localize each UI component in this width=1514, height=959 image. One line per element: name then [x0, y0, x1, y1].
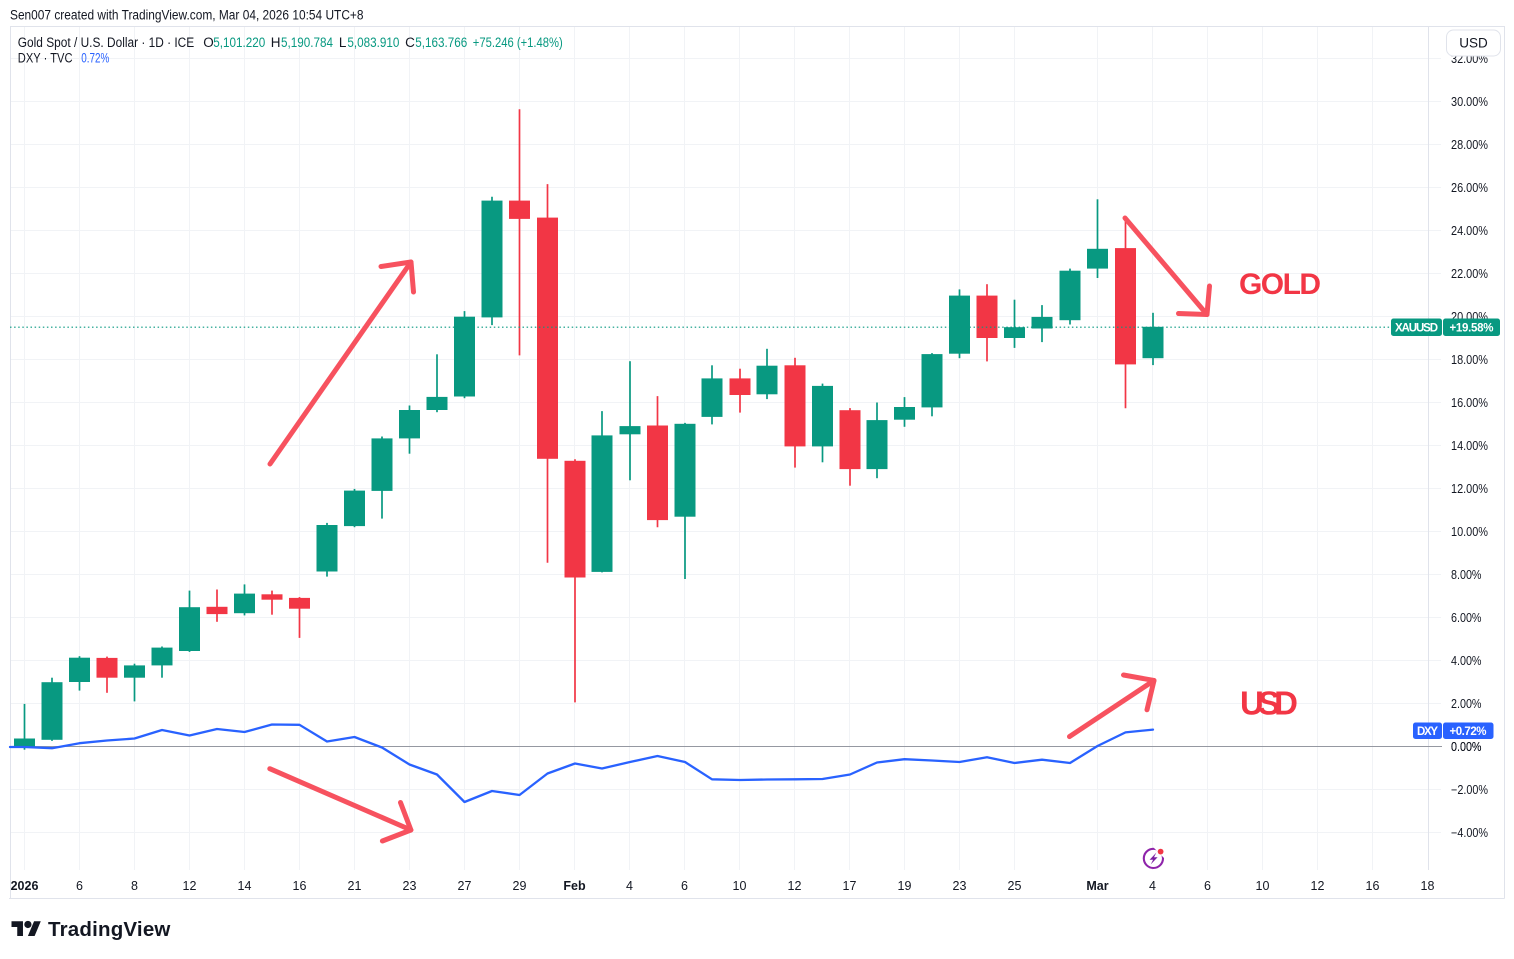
svg-text:16.00%: 16.00% [1451, 396, 1488, 410]
svg-text:2026: 2026 [11, 879, 39, 893]
svg-text:25: 25 [1008, 879, 1022, 893]
svg-text:8: 8 [131, 879, 138, 893]
svg-text:12: 12 [183, 879, 197, 893]
svg-text:10: 10 [733, 879, 747, 893]
svg-text:6.00%: 6.00% [1451, 611, 1482, 625]
svg-text:30.00%: 30.00% [1451, 95, 1488, 109]
svg-text:6: 6 [681, 879, 688, 893]
svg-text:14: 14 [238, 879, 252, 893]
svg-text:USD: USD [1240, 685, 1298, 722]
svg-text:5,083.910: 5,083.910 [347, 35, 399, 50]
svg-text:29: 29 [513, 879, 527, 893]
svg-text:8.00%: 8.00% [1451, 568, 1482, 582]
svg-text:5,101.220: 5,101.220 [213, 35, 265, 50]
svg-text:12: 12 [1311, 879, 1325, 893]
svg-text:GOLD: GOLD [1239, 268, 1321, 301]
svg-text:4: 4 [1149, 879, 1156, 893]
svg-text:Mar: Mar [1086, 879, 1108, 893]
svg-text:18: 18 [1421, 879, 1435, 893]
svg-text:DXY · TVC: DXY · TVC [18, 51, 73, 66]
svg-text:0.00%: 0.00% [1451, 740, 1482, 754]
svg-text:+0.72%: +0.72% [1450, 726, 1487, 738]
svg-text:0.00%: 0.00% [1451, 740, 1482, 754]
svg-text:O: O [203, 35, 214, 50]
svg-text:0.72%: 0.72% [81, 51, 109, 66]
svg-text:12.00%: 12.00% [1451, 482, 1488, 496]
svg-text:4: 4 [626, 879, 633, 893]
svg-text:26.00%: 26.00% [1451, 181, 1488, 195]
svg-text:18.00%: 18.00% [1451, 353, 1488, 367]
svg-text:+19.58%: +19.58% [1450, 323, 1494, 335]
svg-text:Sen007 created with TradingVie: Sen007 created with TradingView.com, Mar… [10, 8, 364, 23]
svg-text:2.00%: 2.00% [1451, 697, 1482, 711]
svg-text:17: 17 [843, 879, 857, 893]
svg-text:L: L [339, 35, 347, 50]
svg-text:16: 16 [293, 879, 307, 893]
svg-text:C: C [405, 35, 415, 50]
svg-text:23: 23 [403, 879, 417, 893]
svg-text:21: 21 [348, 879, 362, 893]
svg-text:4.00%: 4.00% [1451, 654, 1482, 668]
svg-text:+75.246 (+1.48%): +75.246 (+1.48%) [473, 35, 563, 50]
svg-text:TradingView: TradingView [48, 918, 171, 941]
svg-text:23: 23 [953, 879, 967, 893]
svg-text:6: 6 [76, 879, 83, 893]
svg-text:XAUUSD: XAUUSD [1395, 323, 1438, 335]
svg-text:DXY: DXY [1417, 726, 1438, 738]
svg-text:H: H [271, 35, 281, 50]
svg-text:5,163.766: 5,163.766 [415, 35, 467, 50]
svg-text:6: 6 [1204, 879, 1211, 893]
svg-text:5,190.784: 5,190.784 [281, 35, 333, 50]
svg-text:Feb: Feb [563, 879, 586, 893]
svg-text:16: 16 [1366, 879, 1380, 893]
svg-text:10: 10 [1256, 879, 1270, 893]
svg-text:24.00%: 24.00% [1451, 224, 1488, 238]
svg-text:27: 27 [458, 879, 472, 893]
svg-text:14.00%: 14.00% [1451, 439, 1488, 453]
svg-text:10.00%: 10.00% [1451, 525, 1488, 539]
svg-text:19: 19 [898, 879, 912, 893]
svg-text:22.00%: 22.00% [1451, 267, 1488, 281]
svg-text:28.00%: 28.00% [1451, 138, 1488, 152]
svg-text:−2.00%: −2.00% [1451, 783, 1488, 797]
svg-text:−4.00%: −4.00% [1451, 826, 1488, 840]
svg-text:Gold Spot / U.S. Dollar · 1D ·: Gold Spot / U.S. Dollar · 1D · ICE [18, 35, 194, 50]
svg-text:USD: USD [1459, 36, 1488, 51]
svg-text:12: 12 [788, 879, 802, 893]
